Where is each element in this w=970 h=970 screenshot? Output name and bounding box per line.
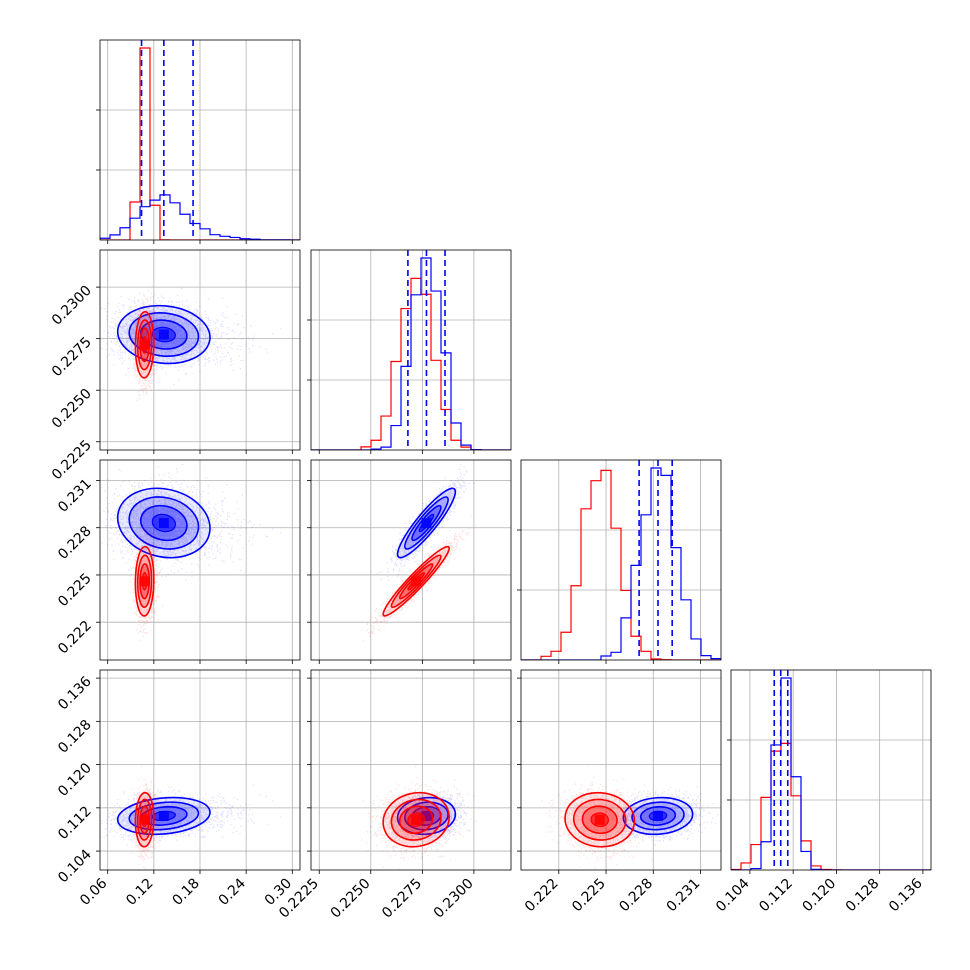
scatter-panel: 0.06 0.12 0.18 0.24 0.300.1040.1120.1200.128… [55, 669, 301, 909]
histogram-panel [517, 459, 722, 664]
y-tick-label: 0.2225 [49, 437, 95, 483]
y-tick-label: 0.120 [55, 760, 95, 800]
panel-frame [520, 459, 722, 661]
histogram-series-0 [731, 677, 931, 870]
density-peak-1 [139, 576, 150, 587]
histogram-panel [307, 249, 512, 454]
histogram-series-0 [521, 467, 721, 660]
histogram-series-0 [100, 194, 300, 240]
x-tick-label: 0.222 [522, 876, 562, 916]
histogram-series-1 [731, 742, 931, 870]
x-tick-label: 0.136 [886, 875, 926, 915]
scatter-panel [307, 459, 512, 664]
density-peak-0 [158, 329, 169, 340]
y-tick-label: 0.225 [55, 570, 95, 610]
x-tick-label: 0.225 [569, 876, 609, 916]
y-tick-label: 0.136 [55, 674, 95, 714]
histogram-panel [96, 39, 301, 244]
x-tick-label: 0.18 [169, 876, 202, 909]
panel-frame [310, 669, 512, 871]
y-tick-label: 0.128 [55, 717, 95, 757]
x-tick-label: 0.12 [123, 876, 156, 909]
scatter-points-0 [100, 784, 282, 848]
histogram-series-0 [311, 257, 511, 450]
panel-frame [310, 249, 512, 451]
histogram-panel: 0.104 0.112 0.120 0.128 0.136 [713, 669, 932, 916]
y-tick-label: 0.2300 [49, 283, 95, 329]
x-tick-label: 0.104 [713, 875, 753, 915]
density-peak-1 [411, 814, 422, 825]
panel-frame [310, 459, 512, 661]
x-tick-label: 0.2250 [328, 876, 374, 922]
x-tick-label: 0.2275 [379, 876, 425, 922]
density-peak-0 [421, 810, 432, 821]
density-peak-0 [158, 810, 169, 821]
x-tick-label: 0.128 [843, 876, 883, 916]
histogram-series-1 [100, 47, 300, 240]
y-tick-label: 0.2250 [49, 386, 95, 432]
y-tick-label: 0.222 [55, 618, 95, 658]
density-peak-1 [139, 339, 150, 350]
scatter-panel: 0.2225 0.2250 0.2275 0.2300 [49, 249, 301, 483]
density-peak-0 [421, 517, 432, 528]
density-peak-1 [594, 814, 605, 825]
panel-frame [730, 669, 932, 871]
scatter-points-0 [100, 464, 282, 581]
y-tick-label: 0.112 [55, 803, 95, 843]
y-tick-label: 0.104 [55, 847, 95, 887]
density-peak-1 [139, 814, 150, 825]
x-tick-label: 0.231 [664, 876, 704, 916]
y-tick-label: 0.228 [55, 523, 95, 563]
x-tick-label: 0.120 [800, 876, 840, 916]
x-tick-label: 0.228 [616, 876, 656, 916]
x-tick-label: 0.2300 [431, 876, 477, 922]
panel-frame [520, 669, 722, 871]
density-peak-0 [653, 810, 664, 821]
density-peak-1 [411, 576, 422, 587]
density-peak-0 [158, 517, 169, 528]
x-tick-label: 0.112 [756, 876, 796, 916]
y-tick-label: 0.2275 [49, 334, 95, 380]
x-tick-label: 0.06 [77, 875, 110, 908]
x-tick-label: 0.24 [216, 875, 249, 908]
